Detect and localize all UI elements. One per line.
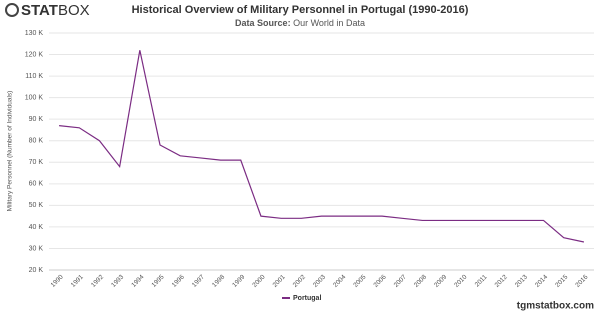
subtitle: Data Source: Our World in Data — [235, 18, 365, 28]
x-tick-label: 2001 — [272, 273, 287, 288]
y-tick-label: 120 K — [25, 51, 44, 58]
x-tick-label: 1992 — [90, 273, 105, 288]
x-tick-label: 1991 — [70, 273, 85, 288]
footer: tgmstatbox.com — [517, 301, 594, 312]
x-tick-label: 2013 — [514, 273, 529, 288]
x-tick-label: 2008 — [413, 273, 428, 288]
subtitle-text: Our World in Data — [293, 18, 365, 28]
y-axis-label: Military Personnel (Number of Individual… — [7, 91, 14, 212]
subtitle-label: Data Source: — [235, 18, 291, 28]
y-tick-label: 80 K — [29, 138, 44, 145]
y-tick-label: 40 K — [29, 224, 44, 231]
y-tick-label: 100 K — [25, 94, 44, 101]
y-tick-label: 70 K — [29, 159, 44, 166]
chart-title: Historical Overview of Military Personne… — [132, 4, 469, 16]
x-tick-label: 2002 — [292, 273, 307, 288]
x-tick-label: 1996 — [171, 273, 186, 288]
line-series — [59, 50, 585, 243]
x-tick-label: 2000 — [251, 273, 266, 288]
logo-icon — [5, 3, 19, 17]
x-tick-label: 2015 — [554, 273, 569, 288]
x-tick-label: 2007 — [393, 273, 408, 288]
y-tick-label: 30 K — [29, 245, 44, 252]
y-tick-label: 50 K — [29, 202, 44, 209]
y-tick-label: 60 K — [29, 181, 44, 188]
x-tick-label: 2006 — [373, 273, 388, 288]
legend-label: Portugal — [293, 295, 321, 302]
x-tick-label: 1998 — [211, 273, 226, 288]
x-tick-label: 1997 — [191, 273, 206, 288]
x-tick-label: 2010 — [453, 273, 468, 288]
x-tick-label: 2003 — [312, 273, 327, 288]
x-tick-label: 1995 — [150, 273, 165, 288]
x-tick-label: 2011 — [474, 273, 489, 288]
x-tick-label: 1990 — [50, 273, 65, 288]
logo-text: STATBOX — [21, 2, 90, 19]
x-tick-label: 2005 — [352, 273, 367, 288]
y-tick-label: 20 K — [29, 267, 44, 274]
x-tick-label: 1999 — [231, 273, 246, 288]
logo: STATBOX — [5, 2, 90, 19]
x-tick-label: 2016 — [574, 273, 589, 288]
x-tick-label: 2012 — [494, 273, 509, 288]
x-tick-label: 1993 — [110, 273, 125, 288]
x-tick-label: 2014 — [534, 273, 549, 288]
y-tick-label: 110 K — [25, 73, 43, 80]
x-tick-label: 1994 — [130, 273, 145, 288]
x-tick-label: 2009 — [433, 273, 448, 288]
logo-light: BOX — [58, 2, 90, 19]
y-tick-label: 130 K — [25, 30, 44, 37]
y-tick-label: 90 K — [29, 116, 44, 123]
logo-bold: STAT — [21, 2, 58, 19]
x-tick-label: 2004 — [332, 273, 347, 288]
